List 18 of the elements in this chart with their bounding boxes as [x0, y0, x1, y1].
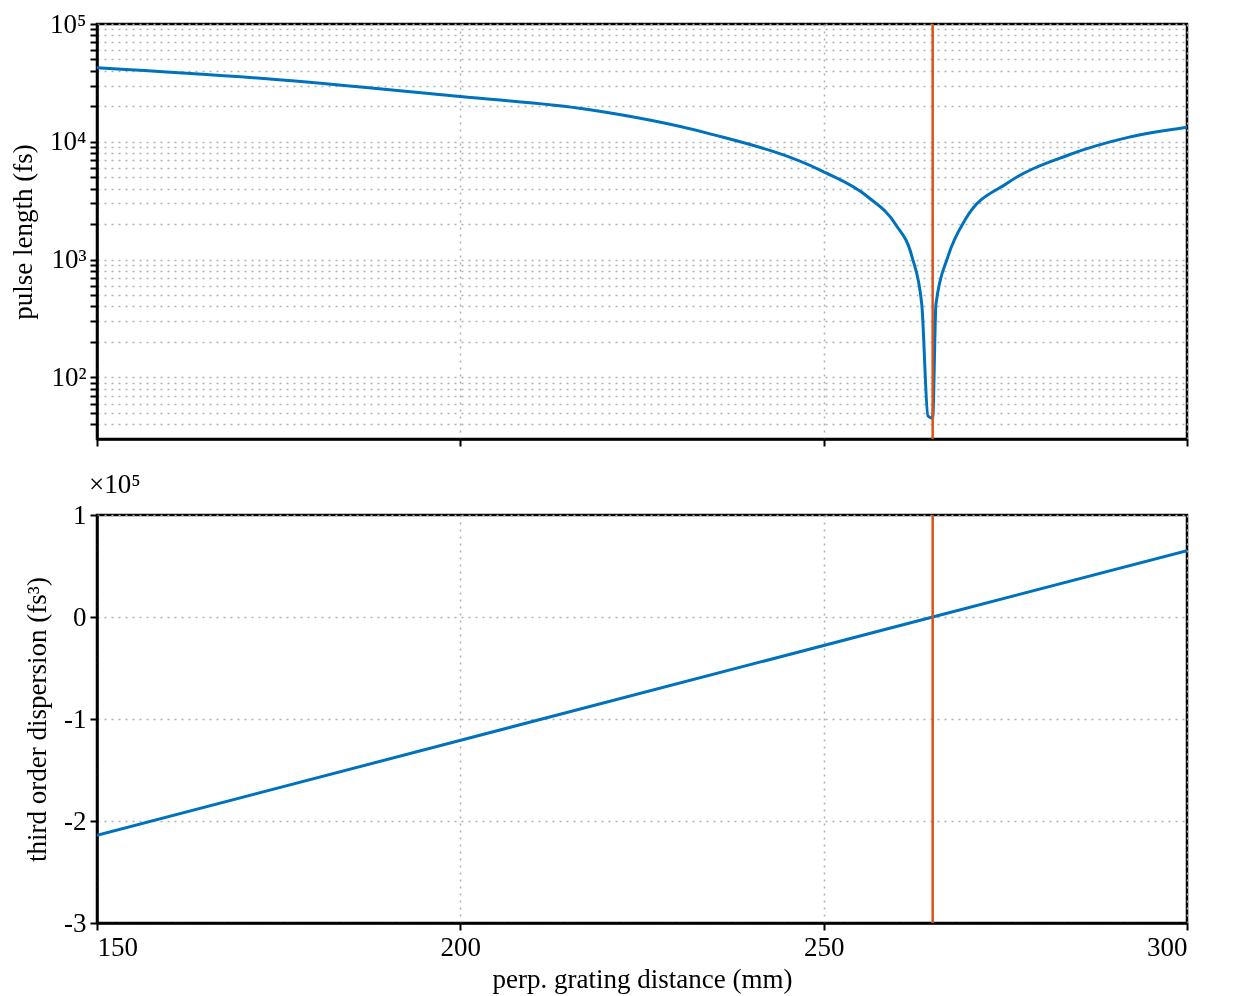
y-tick-label: 10³ — [51, 244, 87, 275]
y-tick-label: -1 — [64, 703, 87, 734]
x-tick-label: 200 — [440, 931, 482, 962]
x-tick-label: 150 — [97, 931, 138, 962]
y-tick-label: 10² — [51, 361, 87, 392]
y-tick-label: 10⁴ — [50, 126, 87, 157]
line-series — [97, 66, 1187, 420]
y-tick-label: -2 — [64, 805, 87, 836]
y-tick-label: 1 — [73, 499, 87, 530]
y-tick-label: -3 — [64, 907, 87, 938]
y-tick-label: 10⁵ — [50, 8, 87, 39]
y-axis-title: pulse length (fs) — [8, 144, 39, 320]
x-tick-label: 250 — [803, 931, 845, 962]
y-tick-label: 0 — [73, 601, 87, 632]
text: ×10⁵ — [89, 469, 141, 499]
x-axis-title: perp. grating distance (mm) — [492, 963, 793, 994]
x-tick-label: 300 — [1147, 931, 1188, 962]
y-axis-title: third order dispersion (fs³) — [22, 577, 53, 862]
